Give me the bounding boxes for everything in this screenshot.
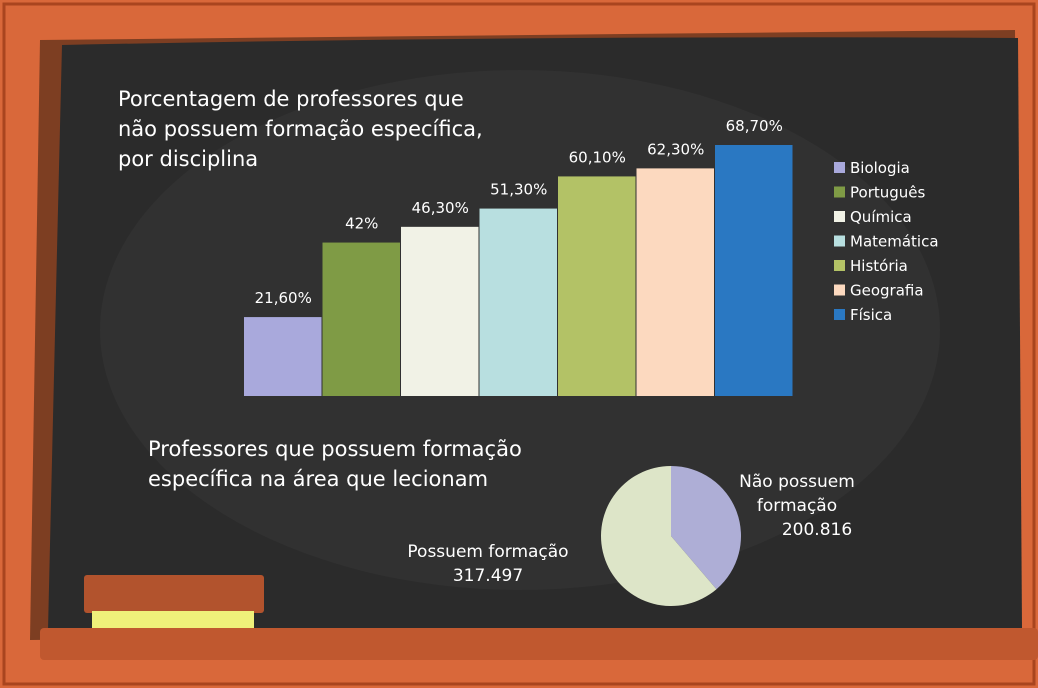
bar [558,176,636,396]
value-label: 51,30% [490,181,547,199]
value-label: 68,70% [726,117,783,135]
legend-label: Física [850,306,892,324]
legend-label: Português [850,184,926,202]
bar [715,145,793,396]
pie-label: Não possuem formação [732,470,862,518]
blackboard-scene: 21,60% Biologia 42% Português 46,30% Química 5… [0,0,1038,688]
bar [401,227,479,396]
value-label: 62,30% [647,140,704,158]
legend-swatch [834,162,845,173]
legend-swatch [834,187,845,198]
legend-label: História [850,257,908,275]
legend-swatch [834,309,845,320]
bar [244,317,322,396]
legend-label: Química [850,208,912,226]
value-label: 60,10% [569,148,626,166]
chalk-tray [40,628,1038,660]
bar [480,209,558,396]
value-label: 42% [345,215,378,233]
legend-label: Matemática [850,233,939,251]
pie-value-label: 317.497 [388,564,588,588]
legend-swatch [834,211,845,222]
legend-label: Biologia [850,159,910,177]
eraser-felt [92,611,254,629]
legend-swatch [834,260,845,271]
value-label: 21,60% [255,289,312,307]
pie-chart-title: Professores que possuem formação específ… [148,434,522,494]
pie-value-label: 200.816 [752,518,882,542]
legend-swatch [834,285,845,296]
bar-chart-title: Porcentagem de professores que não possu… [118,84,483,174]
legend-label: Geografia [850,282,924,300]
eraser-top [84,575,264,613]
pie-label: Possuem formação [388,540,588,564]
value-label: 46,30% [412,199,469,217]
bar [323,243,401,396]
legend-swatch [834,236,845,247]
bar [637,168,715,396]
